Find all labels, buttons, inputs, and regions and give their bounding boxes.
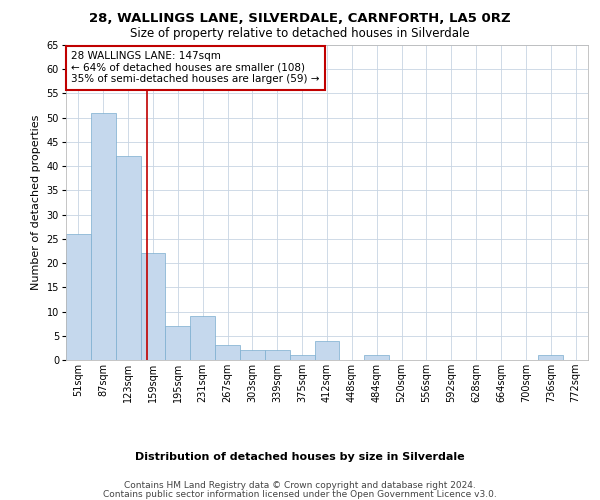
Bar [116, 156, 140, 360]
Bar [538, 355, 563, 360]
Text: Contains HM Land Registry data © Crown copyright and database right 2024.: Contains HM Land Registry data © Crown c… [124, 481, 476, 490]
Bar [215, 346, 240, 360]
Text: Distribution of detached houses by size in Silverdale: Distribution of detached houses by size … [135, 452, 465, 462]
Text: 28 WALLINGS LANE: 147sqm
← 64% of detached houses are smaller (108)
35% of semi-: 28 WALLINGS LANE: 147sqm ← 64% of detach… [71, 52, 320, 84]
Bar [91, 113, 116, 360]
Bar [140, 254, 166, 360]
Bar [265, 350, 290, 360]
Bar [166, 326, 190, 360]
Bar [240, 350, 265, 360]
Text: 28, WALLINGS LANE, SILVERDALE, CARNFORTH, LA5 0RZ: 28, WALLINGS LANE, SILVERDALE, CARNFORTH… [89, 12, 511, 26]
Text: Size of property relative to detached houses in Silverdale: Size of property relative to detached ho… [130, 28, 470, 40]
Bar [190, 316, 215, 360]
Text: Contains public sector information licensed under the Open Government Licence v3: Contains public sector information licen… [103, 490, 497, 499]
Y-axis label: Number of detached properties: Number of detached properties [31, 115, 41, 290]
Bar [314, 340, 340, 360]
Bar [66, 234, 91, 360]
Bar [290, 355, 314, 360]
Bar [364, 355, 389, 360]
